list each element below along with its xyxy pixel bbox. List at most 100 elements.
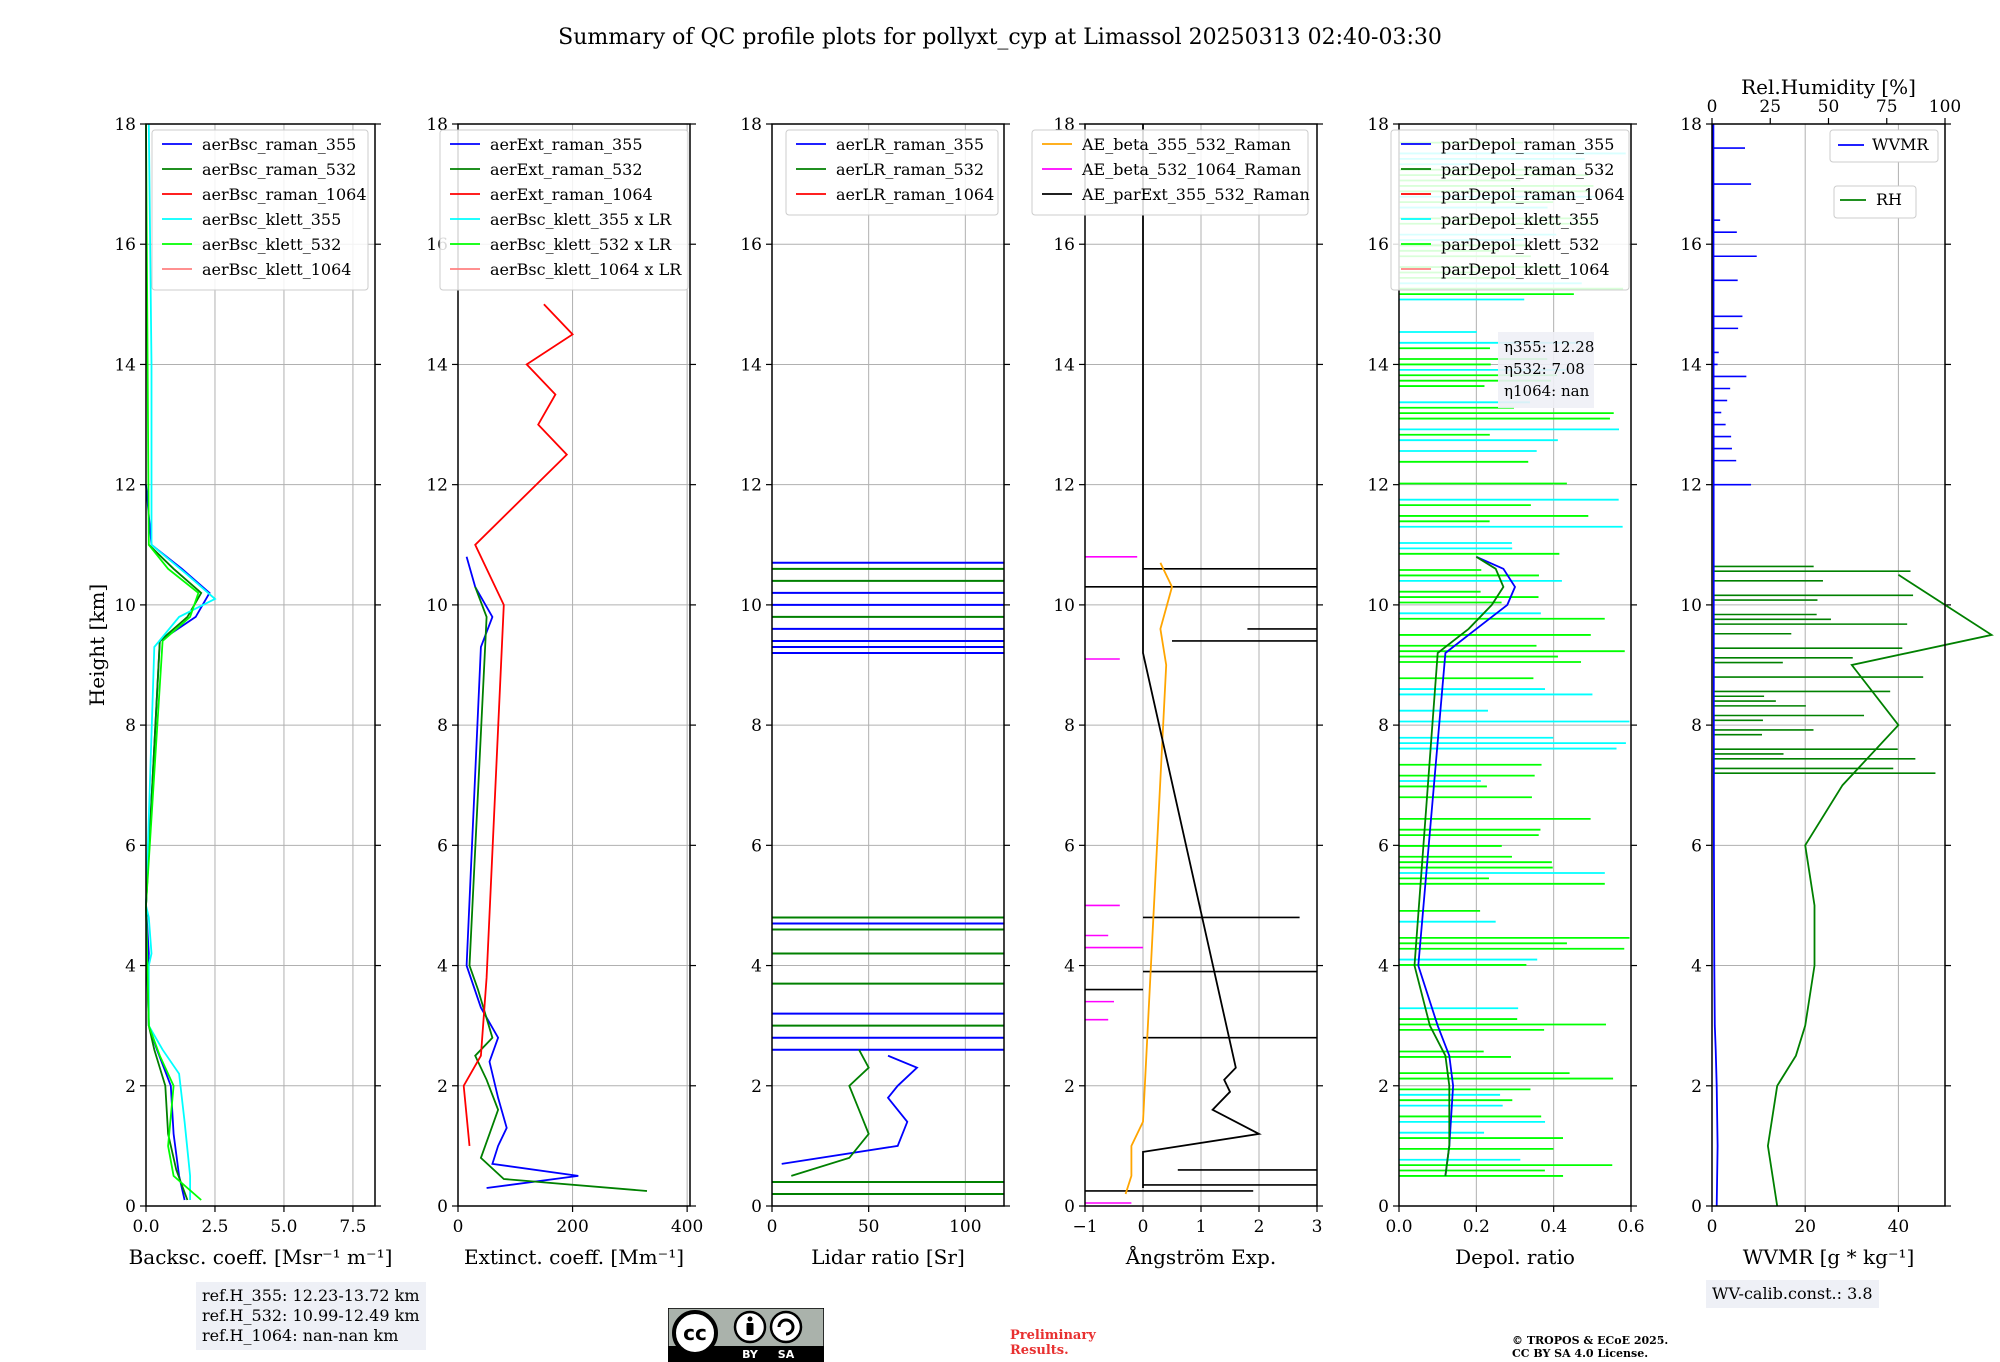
trace-pardepol-raman-532 — [1413, 556, 1505, 1177]
copyright-line-1: © TROPOS & ECoE 2025. — [1512, 1334, 1669, 1347]
x-tick-label: 0.0 — [132, 1217, 159, 1237]
y-tick-label: 14 — [1367, 355, 1389, 375]
y-tick-label: 2 — [1691, 1077, 1702, 1097]
legend-entry: parDepol_raman_1064 — [1441, 185, 1625, 204]
y-tick-label: 6 — [125, 836, 136, 856]
trace-ae-parext-355-532-raman — [1142, 124, 1262, 1188]
y-tick-label: 14 — [1053, 355, 1075, 375]
x-tick-label: 5.0 — [270, 1217, 297, 1237]
top-tick-label: 100 — [1929, 97, 1961, 117]
sa-share-alike-icon — [769, 1310, 803, 1344]
y-tick-label: 2 — [437, 1077, 448, 1097]
x-axis-label: Lidar ratio [Sr] — [811, 1245, 965, 1269]
x-tick-label: 0 — [1138, 1217, 1149, 1237]
axes-frame — [1711, 123, 1946, 1207]
y-tick-label: 10 — [114, 596, 136, 616]
rh-legend: RH — [1833, 185, 1917, 219]
y-tick-label: 4 — [437, 957, 448, 977]
y-tick-label: 16 — [1367, 235, 1389, 255]
y-tick-label: 6 — [1691, 836, 1702, 856]
y-tick-label: 12 — [114, 476, 136, 496]
y-tick-label: 12 — [1680, 476, 1702, 496]
angstrom-legend: AE_beta_355_532_Raman AE_beta_532_1064_Ra… — [1031, 129, 1310, 216]
eta-value: η532: 7.08 — [1504, 360, 1585, 378]
y-tick-label: 12 — [426, 476, 448, 496]
wvmr-legend: WVMR — [1829, 129, 1939, 163]
trace-aerext-raman-355 — [465, 556, 579, 1189]
y-tick-label: 8 — [751, 716, 762, 736]
x-tick-label: 3 — [1312, 1217, 1323, 1237]
x-tick-label: 0 — [1707, 1217, 1718, 1237]
legend-frame — [151, 129, 369, 291]
y-tick-label: 18 — [1680, 115, 1702, 135]
y-tick-label: 18 — [114, 115, 136, 135]
y-tick-label: 2 — [1064, 1077, 1075, 1097]
legend-frame — [785, 129, 999, 216]
axes-frame — [145, 123, 376, 1207]
legend-entry: aerBsc_klett_532 x LR — [490, 235, 672, 254]
y-tick-label: 6 — [751, 836, 762, 856]
extinction-legend: aerExt_raman_355 aerExt_raman_532 aerExt_r… — [439, 129, 689, 291]
legend-frame — [439, 129, 689, 291]
y-tick-label: 0 — [751, 1197, 762, 1217]
y-tick-label: 8 — [125, 716, 136, 736]
legend-entry: aerBsc_klett_532 — [202, 235, 341, 254]
legend-entry: parDepol_raman_355 — [1441, 135, 1614, 154]
legend-entry: aerBsc_raman_1064 — [202, 185, 367, 204]
x-axis-label: WVMR [g * kg⁻¹] — [1743, 1245, 1915, 1269]
y-tick-label: 0 — [437, 1197, 448, 1217]
y-tick-label: 8 — [437, 716, 448, 736]
x-tick-label: 400 — [671, 1217, 703, 1237]
legend-entry: aerBsc_raman_355 — [202, 135, 356, 154]
top-tick-label: 50 — [1818, 97, 1840, 117]
x-tick-label: 2.5 — [201, 1217, 228, 1237]
top-tick-label: 0 — [1707, 97, 1718, 117]
y-tick-label: 8 — [1064, 716, 1075, 736]
legend-entry: aerLR_raman_532 — [836, 160, 984, 179]
y-tick-label: 4 — [125, 957, 136, 977]
y-tick-label: 16 — [1053, 235, 1075, 255]
y-tick-label: 6 — [437, 836, 448, 856]
legend-entry: aerBsc_klett_355 — [202, 210, 341, 229]
axes-frame — [1398, 123, 1632, 1207]
x-tick-label: 0.2 — [1463, 1217, 1490, 1237]
y-tick-label: 2 — [751, 1077, 762, 1097]
eta-frame — [1498, 332, 1594, 408]
x-tick-label: 0.6 — [1617, 1217, 1644, 1237]
x-axis-label: Ångström Exp. — [1125, 1244, 1276, 1269]
preliminary-line-1: Preliminary — [1010, 1328, 1096, 1343]
x-axis-label: Depol. ratio — [1455, 1245, 1575, 1269]
trace-aerlr-raman-532 — [791, 1049, 870, 1177]
preliminary-results-note: Preliminary Results. — [1010, 1328, 1096, 1358]
x-tick-label: 7.5 — [339, 1217, 366, 1237]
y-tick-label: 4 — [1691, 957, 1702, 977]
x-tick-label: 40 — [1888, 1217, 1910, 1237]
y-tick-label: 8 — [1691, 716, 1702, 736]
x-tick-label: 0.0 — [1385, 1217, 1412, 1237]
trace-wvmr — [1712, 123, 1719, 1207]
cc-by-sa-logo: cc BY SA — [668, 1308, 824, 1362]
y-axis-label: Height [km] — [85, 584, 109, 706]
y-tick-label: 8 — [1378, 716, 1389, 736]
preliminary-line-2: Results. — [1010, 1343, 1069, 1358]
y-tick-label: 6 — [1064, 836, 1075, 856]
trace-rh — [1766, 574, 1994, 1207]
legend-entry: aerExt_raman_355 — [490, 135, 643, 154]
legend-entry: parDepol_klett_532 — [1441, 235, 1599, 254]
legend-entry: AE_parExt_355_532_Raman — [1081, 185, 1310, 204]
backscatter-legend: aerBsc_raman_355 aerBsc_raman_532 aerBsc_r… — [151, 129, 369, 291]
y-tick-label: 10 — [740, 596, 762, 616]
y-tick-label: 14 — [114, 355, 136, 375]
x-tick-label: 50 — [858, 1217, 880, 1237]
y-tick-label: 18 — [740, 115, 762, 135]
eta-value: η355: 12.28 — [1504, 338, 1594, 356]
x-tick-label: 0 — [767, 1217, 778, 1237]
legend-entry: aerLR_raman_1064 — [836, 185, 994, 204]
legend-frame — [1390, 129, 1630, 291]
y-tick-label: 16 — [740, 235, 762, 255]
trace-aerlr-raman-355 — [781, 1054, 919, 1165]
y-tick-label: 10 — [1680, 596, 1702, 616]
